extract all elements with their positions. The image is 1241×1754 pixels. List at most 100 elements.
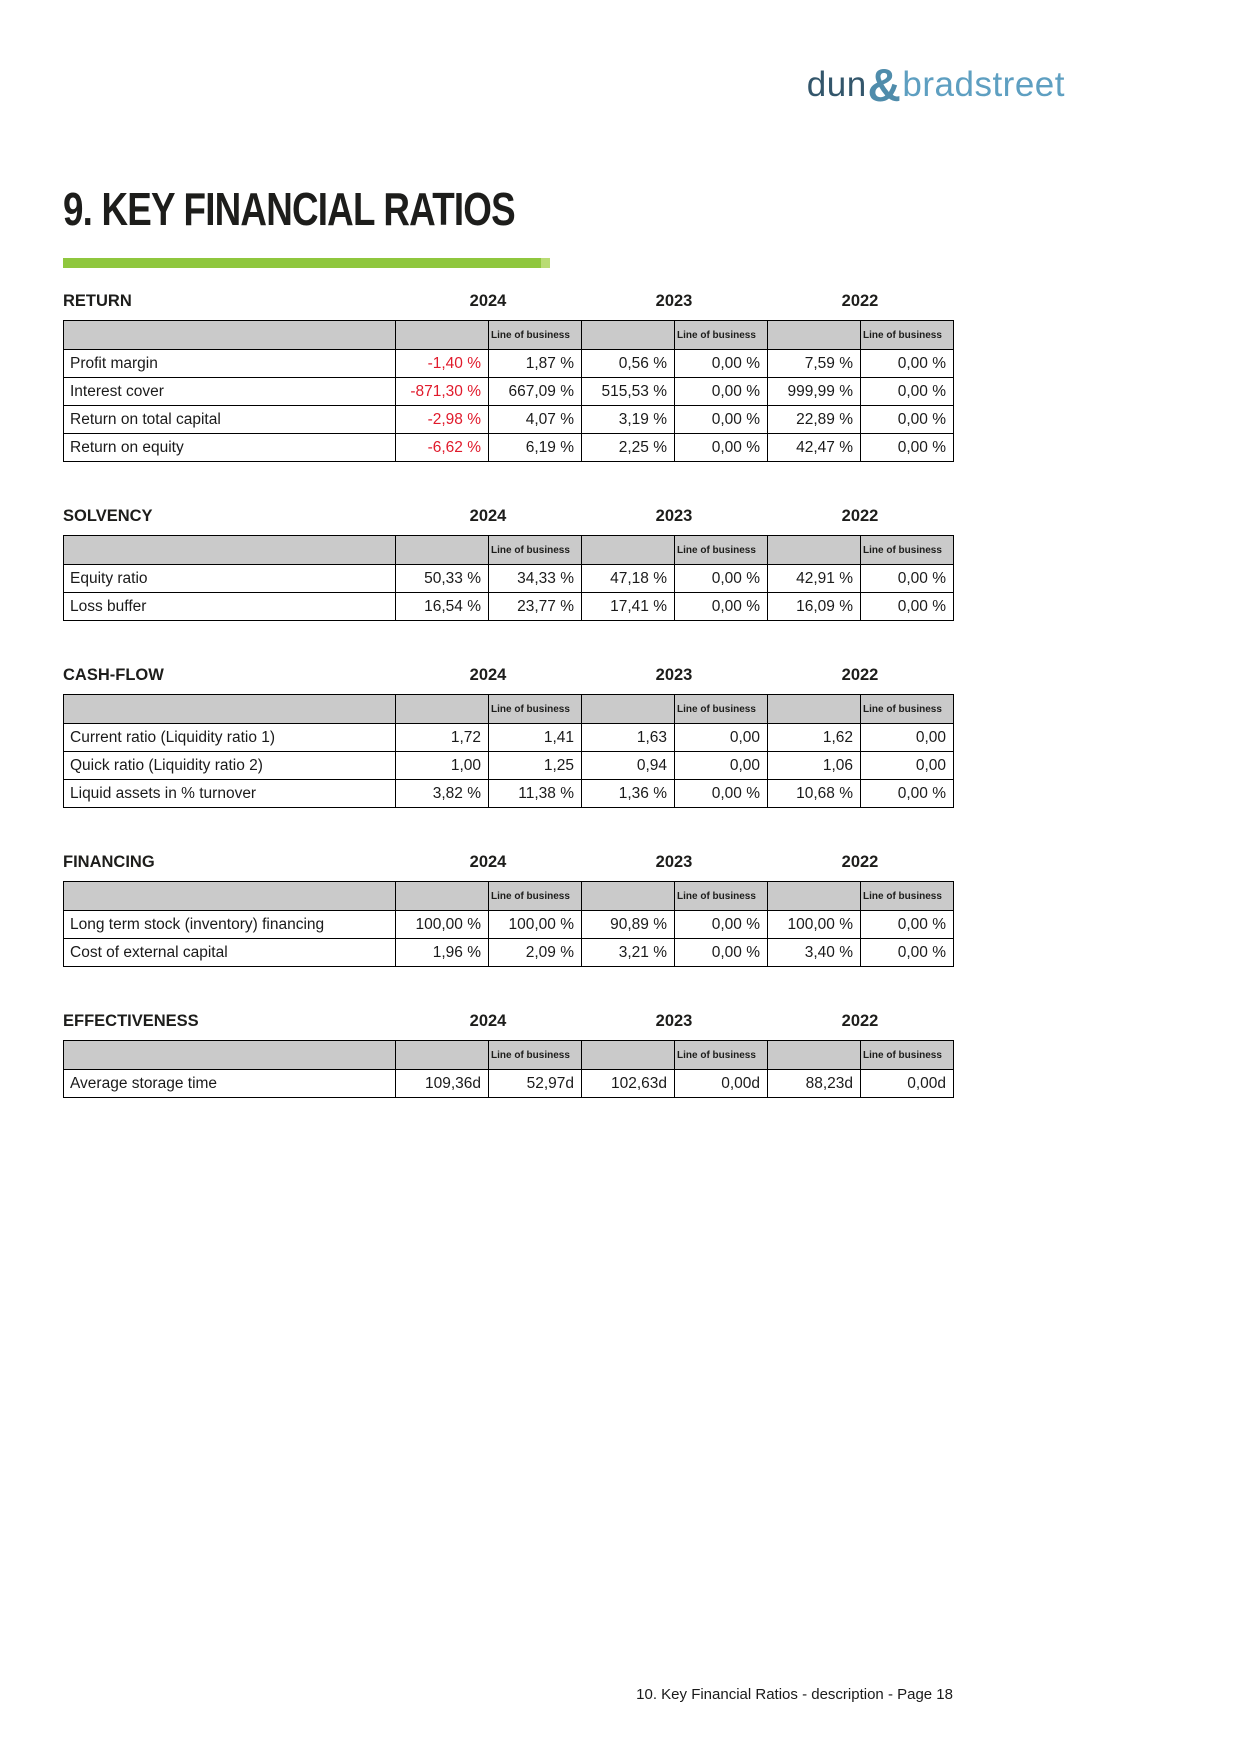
ratio-value-cell: 17,41 % [581,592,675,621]
section-title: EFFECTIVENESS [63,1012,199,1030]
year-label: 2022 [841,292,879,310]
line-of-business-header-cell: Line of business [488,535,582,565]
year-value-header-cell [581,881,675,911]
ratio-value-cell: 100,00 % [488,910,582,939]
line-of-business-header-cell: Line of business [860,694,954,724]
ratio-value-cell: 0,00 % [674,405,768,434]
table-header-row: Line of business Line of business Line of … [63,535,954,565]
ratios-table: Line of business Line of business Line of … [63,881,954,967]
year-label: 2023 [655,853,693,871]
dun-bradstreet-logo: dun&bradstreet [807,62,1065,108]
year-label: 2024 [469,666,507,684]
year-value-header-cell [581,535,675,565]
year-value-header-cell [395,881,489,911]
section-return: RETURN 2024 2023 2022 Line of business Line o… [63,292,954,462]
line-of-business-header-cell: Line of business [488,320,582,350]
ratio-value-cell: 0,00 % [674,938,768,967]
ratio-value-cell: 0,00 % [674,433,768,462]
ratio-value-cell: 42,91 % [767,564,861,593]
line-of-business-header-cell: Line of business [860,535,954,565]
ratio-value-cell: 0,00 % [674,564,768,593]
ratio-value-cell: 22,89 % [767,405,861,434]
ratio-value-cell: 515,53 % [581,377,675,406]
ratio-label-cell: Cost of external capital [63,938,396,967]
ratio-value-cell: 667,09 % [488,377,582,406]
ratio-value-cell: 0,00 [860,723,954,752]
ratio-value-cell: 1,41 [488,723,582,752]
ratio-label-cell: Current ratio (Liquidity ratio 1) [63,723,396,752]
ratio-value-cell: 0,00 [674,723,768,752]
ratio-value-cell: 6,19 % [488,433,582,462]
section-effectiveness: EFFECTIVENESS 2024 2023 2022 Line of busines… [63,1012,954,1098]
year-label: 2024 [469,853,507,871]
table-row: Return on total capital -2,98 % 4,07 % 3,19… [63,405,954,434]
ratio-label-cell: Interest cover [63,377,396,406]
year-value-header-cell [767,535,861,565]
table-row: Liquid assets in % turnover 3,82 % 11,38 %… [63,779,954,808]
year-value-header-cell [767,694,861,724]
ratio-value-cell: 16,09 % [767,592,861,621]
ratio-value-cell: 0,00 % [860,405,954,434]
table-header-row: Line of business Line of business Line of … [63,320,954,350]
section-cash-flow: CASH-FLOW 2024 2023 2022 Line of business Lin… [63,666,954,808]
table-corner-cell [63,1040,396,1070]
ratio-value-cell: 0,00 % [674,377,768,406]
table-row: Return on equity -6,62 % 6,19 % 2,25 % 0,00 … [63,433,954,462]
ratio-value-cell: 3,19 % [581,405,675,434]
ratio-value-cell: 109,36d [395,1069,489,1098]
ratios-table: Line of business Line of business Line of … [63,320,954,462]
year-label: 2024 [469,507,507,525]
ratio-label-cell: Average storage time [63,1069,396,1098]
footer-text: 10. Key Financial Ratios - description -… [636,1686,953,1703]
ratio-value-cell: -871,30 % [395,377,489,406]
ratio-label-cell: Return on total capital [63,405,396,434]
year-value-header-cell [767,320,861,350]
ratio-value-cell: 0,00 % [860,377,954,406]
ratio-value-cell: 0,00 [674,751,768,780]
section-financing: FINANCING 2024 2023 2022 Line of business Lin… [63,853,954,967]
year-value-header-cell [581,320,675,350]
table-row: Loss buffer 16,54 % 23,77 % 17,41 % 0,00 % 16… [63,592,954,621]
ratio-sections: RETURN 2024 2023 2022 Line of business Line o… [63,281,954,1098]
ratio-value-cell: 0,00 % [674,349,768,378]
section-header-row: RETURN 2024 2023 2022 [63,292,953,311]
ratio-value-cell: 100,00 % [767,910,861,939]
ratio-value-cell: 0,00 % [674,910,768,939]
section-header-row: CASH-FLOW 2024 2023 2022 [63,666,953,685]
ratio-label-cell: Profit margin [63,349,396,378]
ratio-value-cell: 0,00 % [860,433,954,462]
section-header-row: SOLVENCY 2024 2023 2022 [63,507,953,526]
ratio-value-cell: 52,97d [488,1069,582,1098]
ratio-value-cell: 0,00 % [860,592,954,621]
ratio-value-cell: 11,38 % [488,779,582,808]
ratio-value-cell: 1,62 [767,723,861,752]
line-of-business-header-cell: Line of business [860,881,954,911]
ratio-label-cell: Return on equity [63,433,396,462]
table-header-row: Line of business Line of business Line of … [63,1040,954,1070]
line-of-business-header-cell: Line of business [674,1040,768,1070]
ratio-value-cell: 0,00 % [860,910,954,939]
section-header-row: FINANCING 2024 2023 2022 [63,853,953,872]
ratio-value-cell: 2,09 % [488,938,582,967]
table-row: Quick ratio (Liquidity ratio 2) 1,00 1,25 0… [63,751,954,780]
ratio-value-cell: 0,00 % [860,779,954,808]
ratio-value-cell: 2,25 % [581,433,675,462]
ratio-value-cell: -2,98 % [395,405,489,434]
ratio-value-cell: 88,23d [767,1069,861,1098]
ratio-value-cell: 1,00 [395,751,489,780]
ratio-value-cell: 16,54 % [395,592,489,621]
ratio-value-cell: 3,40 % [767,938,861,967]
line-of-business-header-cell: Line of business [488,881,582,911]
table-header-row: Line of business Line of business Line of … [63,881,954,911]
line-of-business-header-cell: Line of business [674,535,768,565]
ratios-table: Line of business Line of business Line of … [63,1040,954,1098]
table-header-row: Line of business Line of business Line of … [63,694,954,724]
year-value-header-cell [581,1040,675,1070]
ratio-value-cell: 0,00 [860,751,954,780]
logo-text-dun: dun [806,65,867,104]
ratio-value-cell: -1,40 % [395,349,489,378]
table-corner-cell [63,694,396,724]
line-of-business-header-cell: Line of business [488,1040,582,1070]
table-row: Average storage time 109,36d 52,97d 102,63d… [63,1069,954,1098]
